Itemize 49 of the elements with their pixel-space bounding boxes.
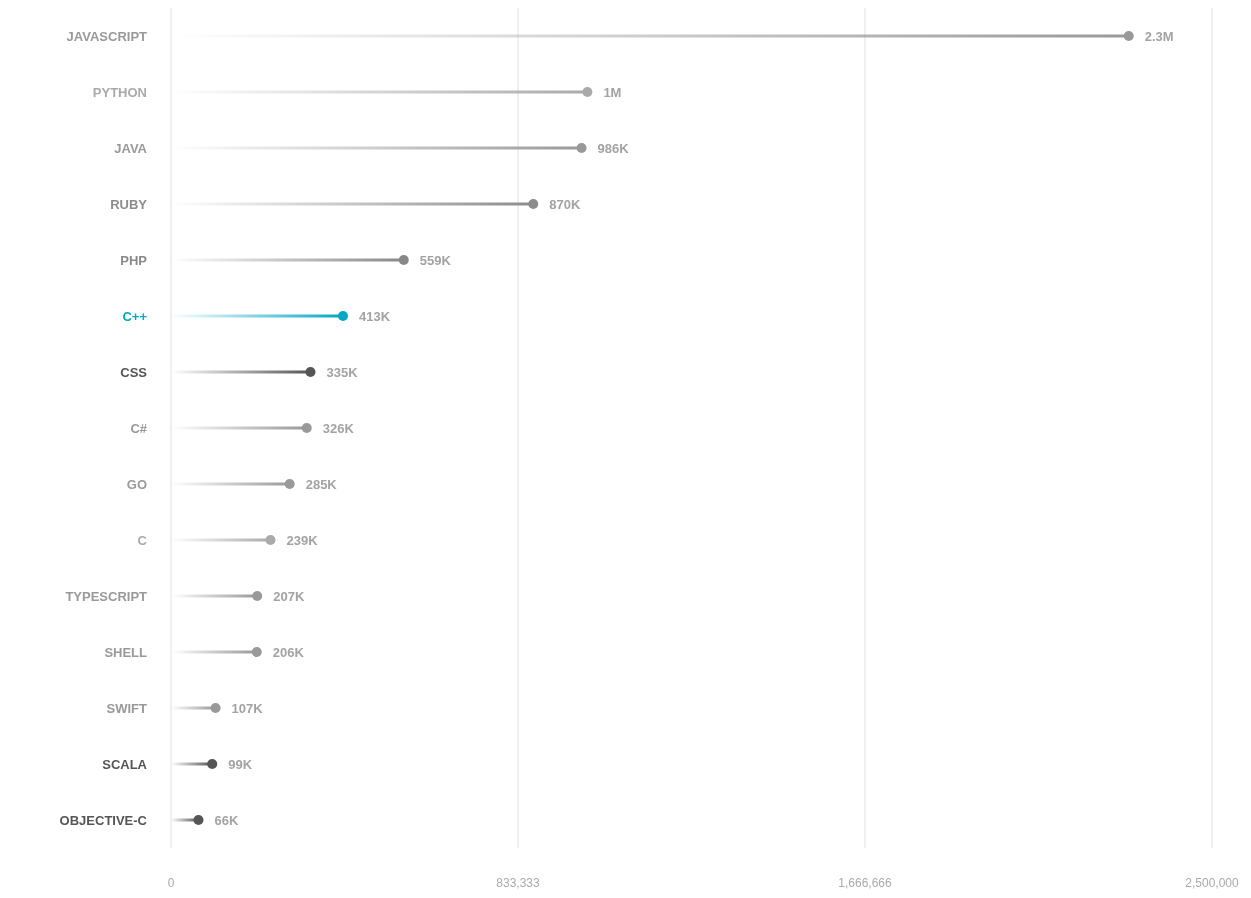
y-tick-label: PHP [120,252,148,268]
y-tick-label: C++ [122,308,148,324]
data-label: 239K [286,532,319,548]
data-label: 66K [214,812,239,828]
y-tick-label: C [137,532,148,548]
y-tick-label: GO [126,476,147,492]
point [207,759,218,769]
data-label: 559K [419,252,452,268]
y-tick-label: RUBY [110,196,148,212]
y-tick-label: SHELL [104,644,148,660]
data-label: 206K [272,644,305,660]
y-tick-label: JAVA [114,140,148,156]
data-label: 335K [326,364,359,380]
point [305,367,316,377]
data-label: 99K [228,756,253,772]
point [252,591,263,601]
x-tick-label: 833,333 [496,875,541,890]
point [210,703,221,713]
y-tick-label: SWIFT [106,700,148,716]
y-tick-label: PYTHON [92,84,147,100]
point [301,423,312,433]
data-label: 107K [231,700,264,716]
point [398,255,409,265]
y-tick-label: OBJECTIVE-C [59,812,148,828]
y-tick-label: C# [130,420,148,436]
point [265,535,276,545]
x-tick-label: 2,500,000 [1185,875,1240,890]
data-label: 207K [273,588,305,604]
point [337,311,348,321]
data-label: 2.3M [1144,28,1174,44]
x-tick-label: 0 [167,875,175,890]
point [284,479,295,489]
y-tick-label: JAVASCRIPT [66,28,148,44]
point [251,647,262,657]
point [576,143,587,153]
data-label: 285K [305,476,338,492]
data-label: 413K [358,308,391,324]
data-label: 986K [597,140,630,156]
point [528,199,539,209]
data-label: 1M [603,84,622,100]
point [1123,31,1134,41]
x-tick-label: 1,666,666 [838,875,893,890]
point [582,87,593,97]
y-tick-label: TYPESCRIPT [65,588,148,604]
y-tick-label: SCALA [102,756,148,772]
data-label: 870K [549,196,581,212]
data-label: 326K [322,420,355,436]
point [193,815,204,825]
y-tick-label: CSS [120,364,148,380]
